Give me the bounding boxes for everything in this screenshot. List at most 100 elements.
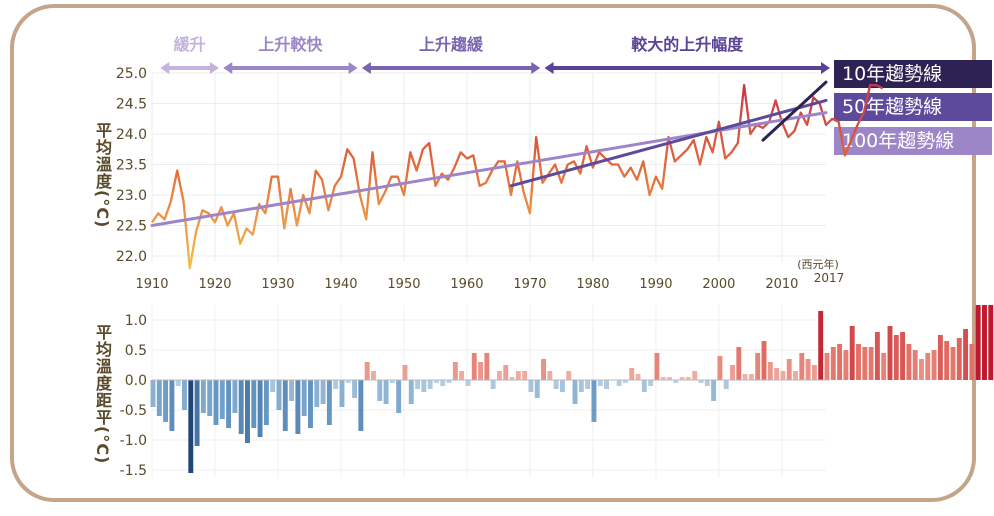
anomaly-bar	[956, 338, 962, 380]
x-end-label: 2017	[814, 271, 845, 285]
anomaly-bar	[963, 329, 969, 380]
anomaly-bar	[156, 380, 162, 416]
bottom-y-tick-label: -0.5	[120, 403, 147, 419]
anomaly-bar	[597, 380, 603, 386]
anomaly-bar	[553, 380, 559, 389]
anomaly-bar	[698, 380, 704, 383]
anomaly-bar	[232, 380, 238, 413]
anomaly-bar	[755, 353, 761, 380]
legend-100yr-trend: 100年趨勢線	[834, 127, 992, 155]
anomaly-bar	[830, 347, 836, 380]
trend-line-10yr	[761, 80, 828, 142]
anomaly-bar	[780, 371, 786, 380]
anomaly-bar	[314, 380, 320, 407]
period-label: 上升趨緩	[419, 35, 484, 54]
anomaly-bar	[459, 371, 465, 380]
anomaly-bar	[824, 353, 830, 380]
anomaly-bar	[515, 371, 521, 380]
anomaly-bar	[641, 380, 647, 392]
period-arrow-head-right	[348, 62, 358, 74]
anomaly-bar	[748, 374, 754, 380]
anomaly-bar	[163, 380, 169, 422]
anomaly-bar	[251, 380, 257, 428]
anomaly-bar	[295, 380, 301, 434]
anomaly-bar	[730, 365, 735, 380]
anomaly-bar	[742, 374, 748, 380]
anomaly-bar	[257, 380, 263, 437]
anomaly-bar	[490, 380, 496, 389]
period-label: 較大的上升幅度	[631, 35, 744, 54]
bottom-y-axis-label: 平均溫度距平(°C)	[93, 323, 112, 465]
anomaly-bar	[622, 380, 628, 383]
anomaly-bar	[578, 380, 584, 392]
anomaly-bar	[837, 344, 843, 380]
anomaly-bar	[326, 380, 332, 425]
anomaly-bar	[496, 371, 502, 380]
anomaly-bar	[421, 380, 427, 392]
anomaly-bar	[478, 362, 484, 380]
anomaly-bar	[648, 380, 654, 386]
top-x-tick-label: 1970	[513, 277, 546, 292]
anomaly-bar	[339, 380, 345, 407]
bottom-y-tick-label: -1.0	[120, 433, 147, 449]
anomaly-bar	[843, 350, 849, 380]
anomaly-bar	[383, 380, 389, 404]
anomaly-bar	[408, 380, 414, 404]
anomaly-bar	[591, 380, 597, 422]
anomaly-bar	[547, 371, 553, 380]
anomaly-bar	[667, 377, 672, 380]
anomaly-bar	[988, 305, 994, 380]
top-x-tick-label: 1950	[387, 277, 420, 292]
anomaly-bar	[793, 371, 798, 380]
anomaly-bar	[969, 344, 975, 380]
anomaly-bar	[452, 362, 458, 380]
anomaly-bar	[301, 380, 307, 416]
anomaly-bar	[207, 380, 213, 416]
anomaly-bar	[906, 344, 912, 380]
trend-line-100yr	[150, 111, 828, 227]
anomaly-bar	[389, 380, 395, 383]
anomaly-bar	[213, 380, 219, 425]
top-x-tick-label: 2000	[702, 277, 735, 292]
anomaly-bar	[182, 380, 187, 410]
anomaly-bar	[982, 305, 987, 380]
anomaly-bar	[849, 326, 855, 380]
anomaly-bar	[975, 305, 981, 380]
anomaly-bar	[660, 377, 666, 380]
anomaly-bar	[717, 356, 723, 380]
anomaly-bar	[774, 368, 780, 380]
rounded-frame	[10, 4, 976, 502]
anomaly-bar	[912, 350, 918, 380]
period-arrow-head-left	[544, 62, 554, 74]
anomaly-bar	[541, 359, 546, 380]
period-arrow-head-left	[223, 62, 233, 74]
anomaly-bar	[169, 380, 175, 431]
top-y-tick-label: 22.5	[116, 219, 147, 235]
top-x-tick-label: 1930	[261, 277, 294, 292]
anomaly-bar	[358, 380, 364, 431]
anomaly-bar	[320, 380, 326, 404]
anomaly-bar	[566, 371, 572, 380]
anomaly-bar	[950, 347, 956, 380]
anomaly-bar	[767, 362, 773, 380]
anomaly-bar	[881, 353, 887, 380]
anomaly-bar	[559, 380, 565, 392]
anomaly-bar	[471, 353, 477, 380]
anomaly-bar	[944, 341, 950, 380]
anomaly-bar	[364, 362, 370, 380]
anomaly-bar	[805, 359, 811, 380]
anomaly-bar	[282, 380, 288, 431]
anomaly-bar	[238, 380, 244, 434]
top-y-tick-label: 24.0	[116, 127, 147, 143]
anomaly-bar	[270, 380, 276, 392]
period-arrow-head-right	[821, 62, 830, 74]
anomaly-bar	[528, 380, 534, 392]
anomaly-bar	[862, 347, 868, 380]
anomaly-bar	[856, 344, 861, 380]
anomaly-bar	[786, 359, 792, 380]
anomaly-bar	[276, 380, 282, 410]
anomaly-bar	[226, 380, 232, 428]
anomaly-bar	[522, 371, 528, 380]
top-x-tick-label: 2010	[765, 277, 798, 292]
anomaly-bar	[484, 353, 490, 380]
